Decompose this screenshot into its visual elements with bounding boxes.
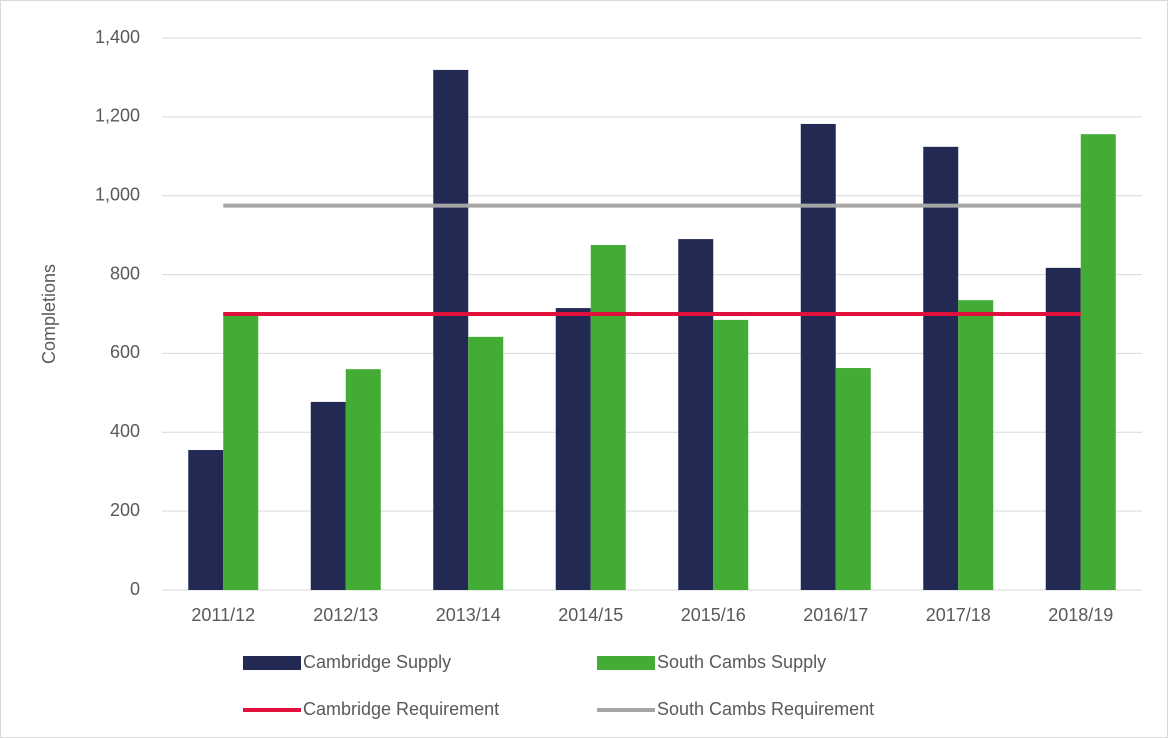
bar [678, 239, 714, 591]
bar [958, 300, 994, 590]
bar [923, 146, 959, 590]
x-tick-label: 2016/17 [803, 605, 868, 625]
x-tick-label: 2014/15 [558, 605, 623, 625]
bar [800, 123, 836, 590]
y-tick-label: 1,400 [95, 27, 140, 47]
legend-label: South Cambs Supply [657, 652, 826, 672]
x-tick-label: 2013/14 [436, 605, 501, 625]
legend-label: Cambridge Requirement [303, 699, 499, 719]
y-tick-label: 200 [110, 500, 140, 520]
bar [223, 313, 259, 590]
x-tick-label: 2018/19 [1048, 605, 1113, 625]
legend-swatch [597, 656, 655, 670]
y-tick-label: 600 [110, 342, 140, 362]
bar [310, 401, 346, 590]
bar [1045, 267, 1081, 590]
bar [835, 368, 871, 590]
bar [433, 69, 469, 591]
y-tick-label: 0 [130, 579, 140, 599]
y-tick-label: 1,000 [95, 184, 140, 204]
bar [188, 450, 224, 590]
legend-swatch [243, 656, 301, 670]
y-tick-label: 400 [110, 421, 140, 441]
y-axis-label: Completions [39, 264, 59, 364]
x-tick-label: 2015/16 [681, 605, 746, 625]
bar [468, 336, 504, 590]
bar [713, 319, 749, 590]
x-tick-label: 2011/12 [191, 605, 255, 625]
bar [345, 369, 381, 590]
legend-label: Cambridge Supply [303, 652, 451, 672]
x-tick-label: 2012/13 [313, 605, 378, 625]
bar [1080, 134, 1116, 590]
y-tick-label: 800 [110, 263, 140, 283]
bar [590, 245, 626, 590]
x-tick-label: 2017/18 [926, 605, 991, 625]
bar [555, 308, 591, 590]
legend-label: South Cambs Requirement [657, 699, 874, 719]
y-tick-label: 1,200 [95, 106, 140, 126]
